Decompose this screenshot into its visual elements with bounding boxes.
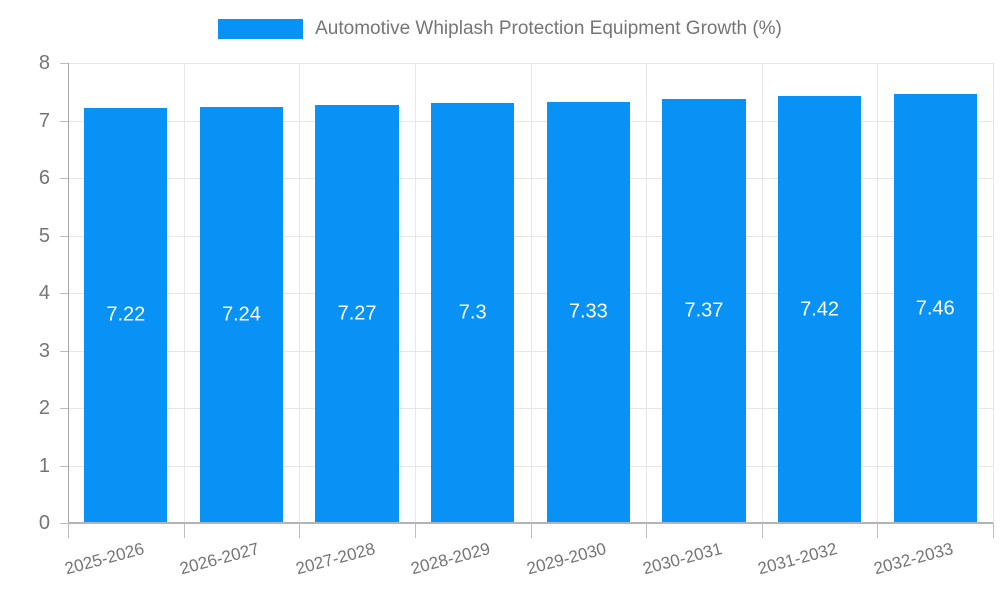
x-tick-mark	[414, 523, 416, 538]
bar-value-label-2025-2026: 7.22	[106, 303, 146, 326]
y-axis-line	[68, 63, 69, 523]
bar-2027-2028[interactable]	[315, 104, 399, 523]
x-axis-label-2031-2032: 2031-2032	[756, 539, 840, 579]
y-axis-label-7: 7	[38, 109, 50, 132]
x-tick-mark	[646, 523, 648, 538]
y-tick-mark	[60, 120, 68, 122]
v-gridline-3	[414, 63, 416, 523]
x-tick-mark	[761, 523, 763, 538]
bar-2030-2031[interactable]	[662, 99, 746, 523]
x-tick-mark	[68, 523, 69, 538]
y-axis-label-6: 6	[38, 167, 50, 189]
x-tick-mark	[993, 523, 994, 538]
legend-swatch	[218, 19, 304, 39]
v-gridline-4	[530, 63, 532, 523]
bar-2025-2026[interactable]	[84, 107, 168, 523]
x-axis-label-2028-2029: 2028-2029	[409, 539, 493, 579]
v-gridline-2	[299, 63, 301, 523]
v-gridline-1	[183, 63, 185, 523]
x-tick-mark	[877, 523, 879, 538]
y-axis-label-0: 0	[38, 512, 50, 534]
y-tick-mark	[60, 523, 68, 524]
y-tick-mark	[60, 63, 68, 64]
x-axis-label-2029-2030: 2029-2030	[524, 539, 609, 579]
bar-value-label-2028-2029: 7.3	[458, 301, 487, 324]
x-axis-label-2027-2028: 2027-2028	[293, 539, 377, 579]
y-axis-label-2: 2	[38, 397, 50, 419]
x-axis-label-2025-2026: 2025-2026	[62, 539, 146, 579]
y-tick-mark	[60, 178, 68, 179]
x-axis-label-2030-2031: 2030-2031	[640, 539, 724, 579]
plot-area: 7.22 7.24 7.27 7.3 7.33 7.37 7.42 7.46	[68, 63, 994, 524]
y-axis-label-3: 3	[38, 339, 50, 362]
v-gridline-5	[646, 63, 648, 523]
bar-value-label-2027-2028: 7.27	[337, 302, 377, 325]
y-axis-label-4: 4	[38, 282, 50, 304]
bar-2026-2027[interactable]	[199, 106, 284, 523]
bar-value-label-2030-2031: 7.37	[684, 299, 724, 322]
bar-2029-2030[interactable]	[546, 101, 630, 523]
x-axis-label-2032-2033: 2032-2033	[871, 539, 956, 579]
v-gridline-7	[877, 63, 879, 523]
y-axis-label-5: 5	[38, 224, 50, 247]
y-tick-mark	[60, 293, 68, 294]
bar-value-label-2032-2033: 7.46	[915, 297, 955, 320]
y-tick-mark	[60, 350, 68, 352]
y-tick-mark	[60, 408, 68, 409]
bar-2028-2029[interactable]	[431, 103, 515, 523]
legend[interactable]: Automotive Whiplash Protection Equipment…	[0, 18, 1000, 40]
chart-title: Automotive Whiplash Protection Equipment…	[315, 18, 782, 39]
v-gridline-6	[761, 63, 763, 523]
x-tick-mark	[530, 523, 532, 538]
y-tick-mark	[60, 235, 68, 237]
bar-value-label-2029-2030: 7.33	[568, 300, 608, 323]
bar-value-label-2026-2027: 7.24	[221, 303, 261, 326]
bar-value-label-2031-2032: 7.42	[800, 298, 840, 321]
y-axis-label-1: 1	[38, 454, 50, 477]
y-axis-label-8: 8	[38, 52, 50, 74]
y-tick-mark	[60, 465, 68, 467]
bar-2032-2033[interactable]	[893, 94, 977, 523]
x-tick-mark	[299, 523, 301, 538]
x-axis-label-2026-2027: 2026-2027	[177, 539, 262, 579]
x-tick-mark	[183, 523, 185, 538]
bar-2031-2032[interactable]	[777, 96, 862, 523]
v-gridline-8	[993, 63, 994, 523]
